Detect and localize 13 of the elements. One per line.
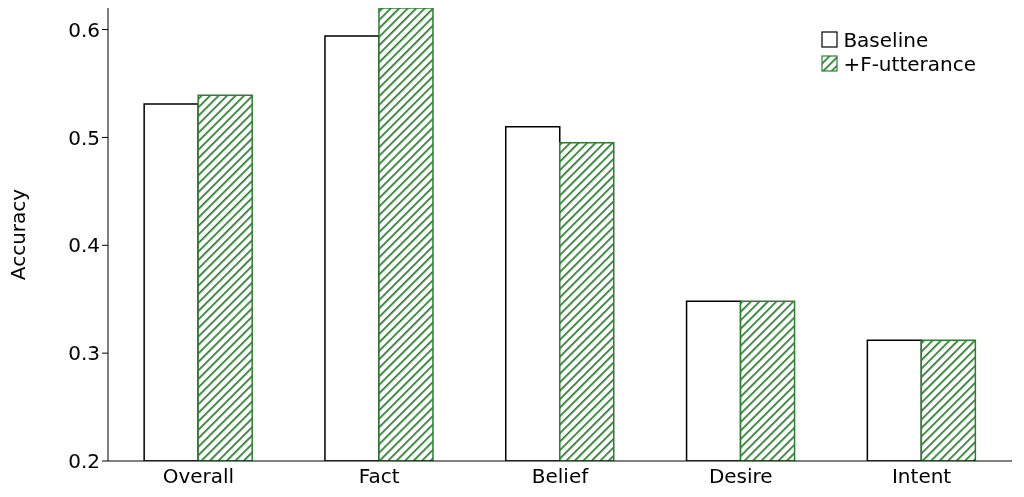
y-tick-label: 0.4 <box>68 233 100 258</box>
x-tick-label: Desire <box>708 464 773 489</box>
x-tick-label: Overall <box>162 464 235 489</box>
y-tick-label: 0.2 <box>68 449 100 474</box>
y-axis-title: Accuracy <box>6 188 31 281</box>
x-tick-label: Fact <box>358 464 400 489</box>
y-tick-label: 0.5 <box>68 125 100 150</box>
x-tick-label: Belief <box>531 464 590 489</box>
y-tick-label: 0.6 <box>68 17 100 42</box>
legend-label: +F-utterance <box>843 52 976 76</box>
legend-label: Baseline <box>843 28 929 52</box>
x-tick-label: Intent <box>891 464 952 489</box>
y-tick-label: 0.3 <box>68 341 100 366</box>
